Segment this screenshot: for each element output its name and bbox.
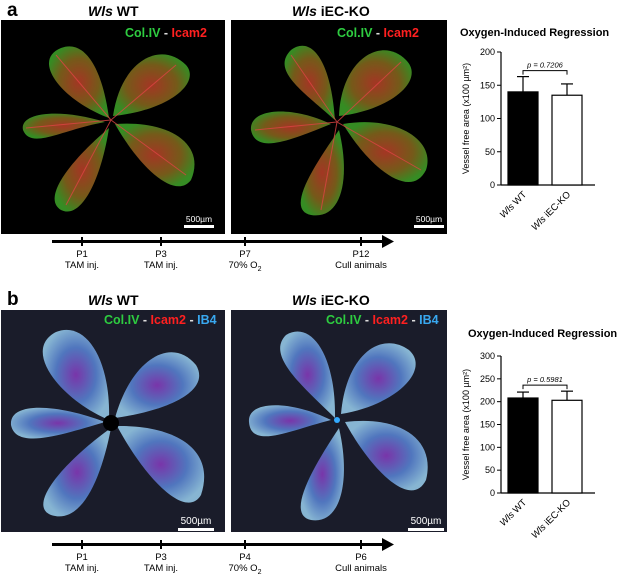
timeline-a-tick <box>244 237 246 246</box>
title-ko-a: Wls iEC-KO <box>292 3 370 19</box>
timeline-a-tick <box>360 237 362 246</box>
timeline-b-label: P4 70% O2 <box>228 552 262 576</box>
y-tick-label: 50 <box>485 147 495 157</box>
y-tick-label: 150 <box>480 420 495 430</box>
chart-title-a: Oxygen-Induced Regression <box>460 27 610 39</box>
stain-legend-ko-a: Col.IV - Icam2 <box>337 26 419 40</box>
panel-letter-b: b <box>7 289 19 310</box>
timeline-axis-b <box>52 543 386 546</box>
category-label: Wls iEC-KO <box>530 189 574 233</box>
y-tick-label: 250 <box>480 374 495 384</box>
panel-letter-a: a <box>7 0 18 21</box>
scale-bar-ko-a: 500µm <box>414 214 444 228</box>
y-tick-label: 300 <box>480 351 495 361</box>
timeline-a-tick <box>160 237 162 246</box>
y-tick-label: 0 <box>490 488 495 498</box>
significance-bracket <box>522 384 568 390</box>
timeline-a-label: P1 TAM inj. <box>64 249 100 271</box>
p-value-annotation: p = 0.5981 <box>526 375 563 384</box>
scale-bar-wt-a: 500µm <box>184 214 214 228</box>
category-label: Wls iEC-KO <box>530 497 574 541</box>
category-label: Wls WT <box>498 189 529 220</box>
y-tick-label: 200 <box>480 397 495 407</box>
retina-image-wt-b <box>1 310 225 532</box>
timeline-b-tick <box>360 540 362 549</box>
timeline-b-tick <box>81 540 83 549</box>
y-tick-label: 150 <box>480 80 495 90</box>
timeline-arrowhead-b <box>382 538 394 551</box>
y-tick-label: 50 <box>485 465 495 475</box>
bar <box>551 94 583 186</box>
title-wt-b: Wls WT <box>88 292 139 308</box>
y-tick-label: 0 <box>490 180 495 190</box>
scale-bar-ko-b: 500µm <box>408 516 444 531</box>
timeline-a-tick <box>81 237 83 246</box>
bar-chart-a: 0 50 100 150 200 Vessel free area (x100 µm²) W… <box>461 47 595 233</box>
timeline-a-label: P7 70% O2 <box>228 249 262 273</box>
y-tick-label: 100 <box>480 442 495 452</box>
y-axis-label: Vessel free area (x100 µm²) <box>461 369 471 480</box>
bar <box>507 397 539 494</box>
timeline-b-tick <box>160 540 162 549</box>
y-axis-label: Vessel free area (x100 µm²) <box>461 63 471 174</box>
y-tick-label: 200 <box>480 47 495 57</box>
title-ko-b: Wls iEC-KO <box>292 292 370 308</box>
retina-image-ko-b <box>231 310 447 532</box>
p-value-annotation: p = 0.7206 <box>526 61 563 70</box>
stain-legend-wt-a: Col.IV - Icam2 <box>125 26 207 40</box>
retina-image-ko-a <box>231 20 447 234</box>
bar <box>507 91 539 186</box>
timeline-axis-a <box>52 240 386 243</box>
timeline-b-label: P6 Cull animals <box>335 552 387 574</box>
retina-image-wt-a <box>1 20 225 234</box>
scale-bar-wt-b: 500µm <box>178 516 214 531</box>
bar-chart-b: 0 50 100 150 200 250 300 Vessel free area (x100… <box>461 351 595 541</box>
timeline-b-label: P3 TAM inj. <box>143 552 179 574</box>
stain-legend-ko-b: Col.IV - Icam2 - IB4 <box>326 313 439 327</box>
timeline-b-label: P1 TAM inj. <box>64 552 100 574</box>
timeline-b-tick <box>244 540 246 549</box>
y-tick-label: 100 <box>480 114 495 124</box>
bar <box>551 399 583 494</box>
timeline-a-label: P3 TAM inj. <box>143 249 179 271</box>
significance-bracket <box>522 70 568 75</box>
timeline-arrowhead-a <box>382 235 394 248</box>
timeline-a-label: P12 Cull animals <box>335 249 387 271</box>
category-label: Wls WT <box>498 497 529 528</box>
title-wt-a: Wls WT <box>88 3 139 19</box>
stain-legend-wt-b: Col.IV - Icam2 - IB4 <box>104 313 217 327</box>
chart-title-b: Oxygen-Induced Regression <box>468 328 617 340</box>
